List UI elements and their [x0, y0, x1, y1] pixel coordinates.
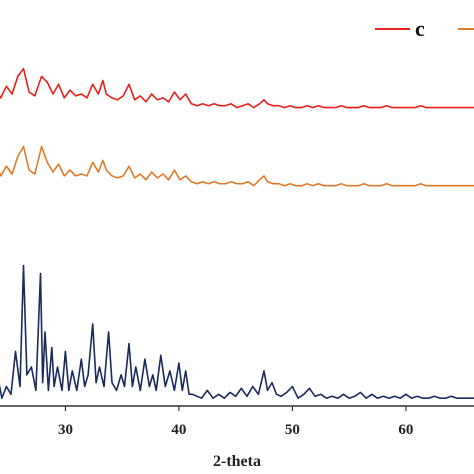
- x-axis-title: 2-theta: [213, 453, 261, 470]
- legend: c: [375, 16, 474, 41]
- series-line-3: [0, 264, 474, 399]
- series-layer: [0, 67, 474, 399]
- series-line-2: [0, 145, 474, 187]
- x-tick-label: 40: [171, 422, 186, 438]
- x-tick-label: 30: [58, 422, 73, 438]
- x-axis-ticks: 30 40 50 60: [58, 406, 413, 438]
- series-line-1: [0, 67, 474, 109]
- x-tick-label: 50: [285, 422, 300, 438]
- x-tick-label: 60: [398, 422, 413, 438]
- legend-label-1: c: [415, 16, 425, 41]
